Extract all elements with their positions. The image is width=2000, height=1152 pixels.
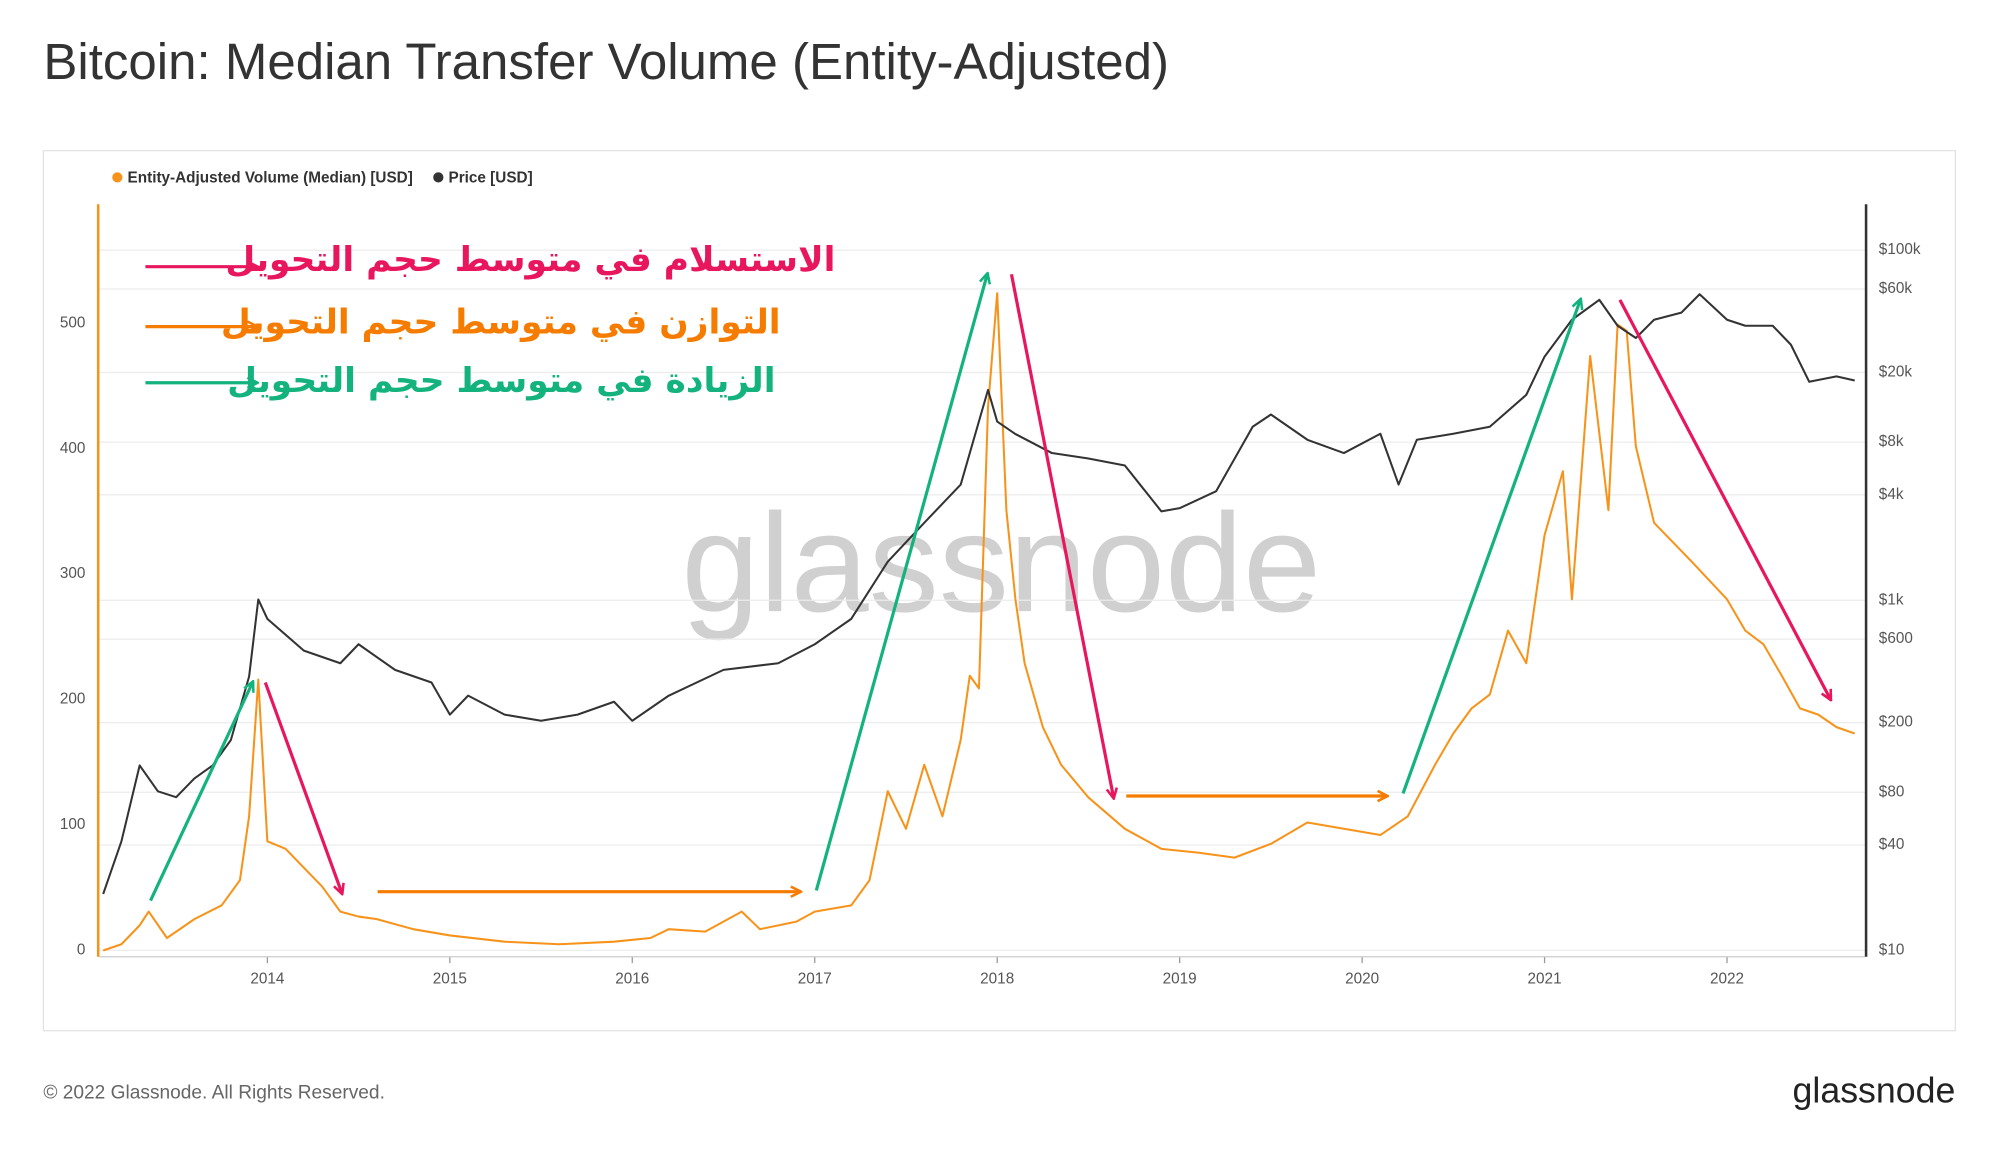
- legend-label: Entity-Adjusted Volume (Median) [USD]: [128, 170, 413, 187]
- y-tick-label: 300: [60, 565, 86, 582]
- y2-tick-label: $8k: [1879, 433, 1904, 450]
- legend-label: Price [USD]: [449, 170, 533, 187]
- arrows: [145, 267, 1830, 902]
- y2-tick-label: $4k: [1879, 486, 1904, 503]
- y2-tick-label: $1k: [1879, 591, 1904, 608]
- annotation: التوازن في متوسط حجم التحويل: [221, 303, 781, 343]
- legend: Entity-Adjusted Volume (Median) [USD] Pri…: [112, 170, 533, 187]
- y-tick-label: 100: [60, 816, 86, 833]
- y2-tick-label: $200: [1879, 714, 1913, 731]
- y2-tick-label: $10: [1879, 941, 1905, 958]
- annotation: الزيادة في متوسط حجم التحويل: [227, 361, 775, 401]
- arrow: [1009, 274, 1113, 797]
- arrow: [149, 683, 253, 902]
- y2-tick-label: $600: [1879, 630, 1913, 647]
- arrow: [263, 681, 342, 893]
- annotation: الاستسلام في متوسط حجم التحويل: [225, 240, 835, 280]
- y2-tick-label: $100k: [1879, 241, 1921, 258]
- chart-frame: [42, 149, 1956, 1032]
- series-line: [102, 293, 1855, 895]
- x-tick-label: 2019: [1163, 971, 1197, 988]
- x-tick-label: 2014: [250, 971, 285, 988]
- x-tick-label: 2015: [433, 971, 467, 988]
- arrow: [1401, 300, 1580, 795]
- x-tick-label: 2017: [798, 971, 832, 988]
- legend-marker: [112, 172, 123, 183]
- axes: 0 100 200 300 400 500 $10 $40 $80 $200 $600 $1k $4k $…: [60, 204, 1921, 988]
- logo: glassnode: [1793, 1071, 1956, 1111]
- lines: [102, 292, 1856, 952]
- series-line: [102, 292, 1856, 952]
- copyright: © 2022 Glassnode. All Rights Reserved.: [43, 1082, 385, 1103]
- y-tick-label: 400: [60, 440, 86, 457]
- x-tick-label: 2022: [1710, 971, 1744, 988]
- x-tick-label: 2018: [980, 971, 1014, 988]
- x-tick-label: 2016: [615, 971, 649, 988]
- watermark: glassnode: [681, 484, 1321, 641]
- x-tick-label: 2021: [1528, 971, 1562, 988]
- y-tick-label: 500: [60, 314, 86, 331]
- y2-tick-label: $80: [1879, 783, 1905, 800]
- y-tick-label: 0: [77, 942, 86, 959]
- arrow: [1618, 299, 1830, 699]
- y2-tick-label: $20k: [1879, 364, 1913, 381]
- y-tick-label: 200: [60, 691, 86, 708]
- x-tick-label: 2020: [1345, 971, 1379, 988]
- y2-tick-label: $40: [1879, 836, 1905, 853]
- y2-tick-label: $60k: [1879, 280, 1913, 297]
- title: Bitcoin: Median Transfer Volume (Entity-…: [43, 33, 1169, 90]
- legend-marker: [433, 172, 444, 183]
- arrow: [814, 274, 987, 891]
